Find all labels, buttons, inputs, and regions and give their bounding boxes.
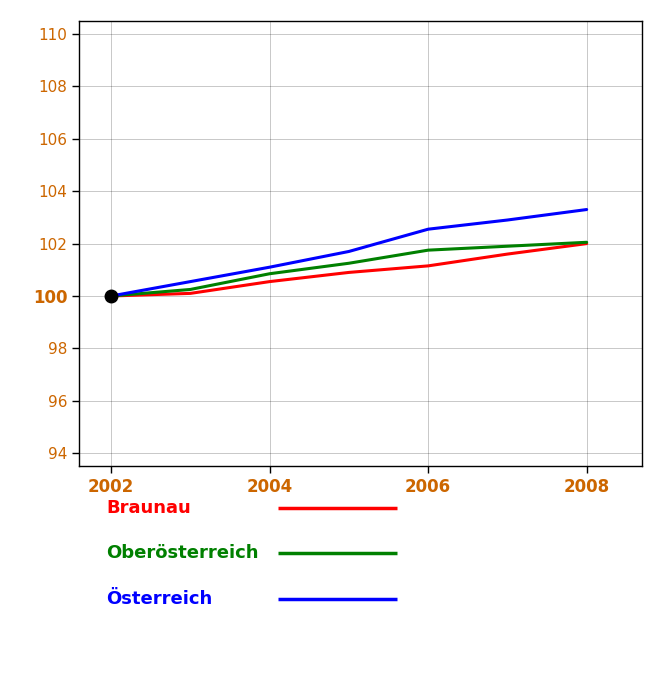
Text: Braunau: Braunau — [106, 499, 191, 517]
Text: Österreich: Österreich — [106, 590, 212, 608]
Text: Oberösterreich: Oberösterreich — [106, 544, 258, 562]
